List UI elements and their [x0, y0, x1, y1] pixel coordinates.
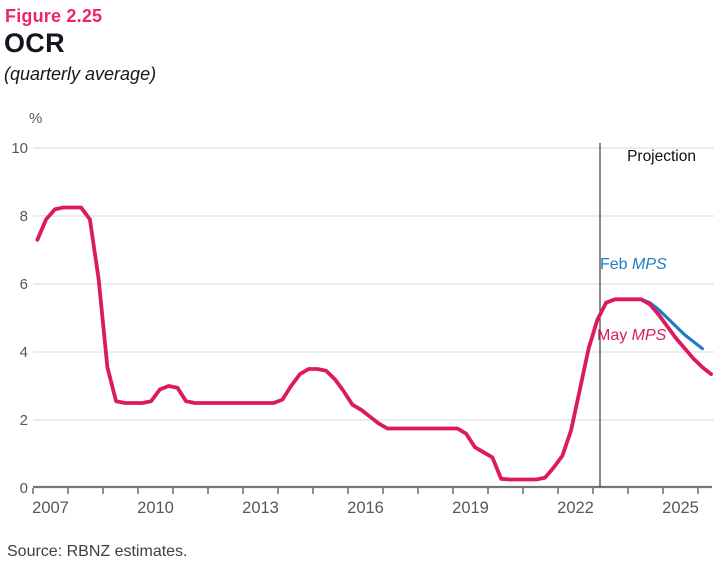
- x-tick-label: 2019: [452, 499, 489, 517]
- y-tick-label: 6: [20, 276, 28, 293]
- legend-feb-mps-italic: MPS: [632, 256, 667, 273]
- legend-may-mps: May MPS: [597, 327, 666, 345]
- figure-number: Figure 2.25: [5, 6, 103, 26]
- x-tick-label: 2010: [137, 499, 174, 517]
- y-tick-label: 10: [11, 140, 28, 157]
- x-tick-label: 2007: [32, 499, 69, 517]
- x-tick-label: 2013: [242, 499, 279, 517]
- legend-feb-mps: Feb MPS: [600, 256, 667, 274]
- y-tick-label: 8: [20, 208, 28, 225]
- x-tick-label: 2025: [662, 499, 699, 517]
- may-mps-line: [35, 205, 713, 482]
- page-title: OCR: [4, 28, 65, 58]
- x-tick-label: 2016: [347, 499, 384, 517]
- projection-annotation: Projection: [627, 148, 696, 165]
- source-note: Source: RBNZ estimates.: [7, 543, 188, 560]
- x-tick-label: 2022: [557, 499, 594, 517]
- legend-may-mps-prefix: May: [597, 327, 632, 344]
- y-tick-label: 4: [20, 344, 28, 361]
- y-axis-unit-label: %: [29, 110, 43, 127]
- chart-subtitle: (quarterly average): [4, 64, 157, 84]
- y-tick-label: 0: [20, 480, 28, 497]
- y-tick-label: 2: [20, 412, 28, 429]
- legend-may-mps-italic: MPS: [631, 327, 667, 344]
- legend-feb-mps-prefix: Feb: [600, 256, 633, 273]
